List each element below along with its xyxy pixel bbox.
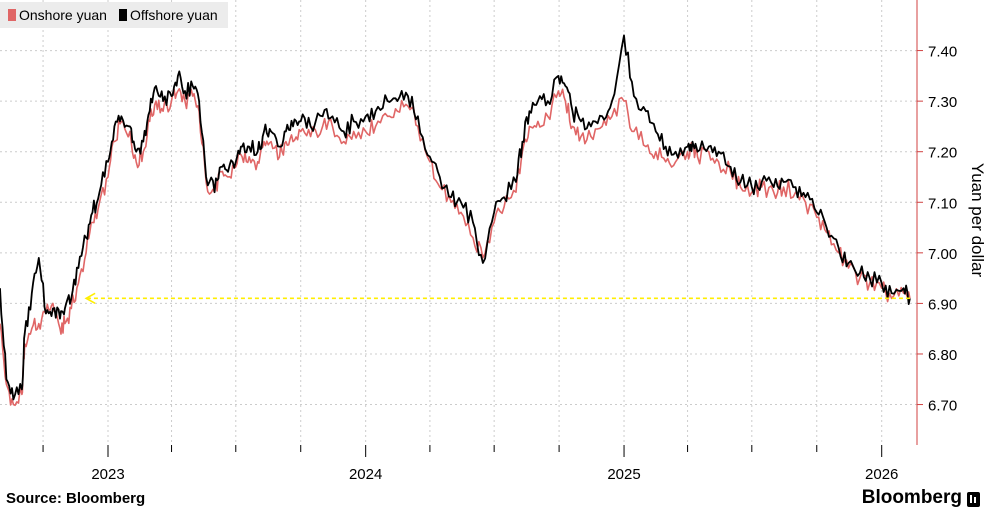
ytick-label: 7.40 [928, 44, 957, 61]
x-axis: 2023 2024 2025 2026 [42, 445, 898, 483]
legend-label-offshore: Offshore yuan [129, 7, 218, 23]
xtick-label: 2024 [349, 466, 382, 483]
reference-arrow-head [84, 292, 96, 305]
legend-label-onshore: Onshore yuan [19, 7, 107, 23]
series-lines [0, 34, 911, 407]
y-axis-title: Yuan per dollar [968, 163, 987, 278]
legend-item-offshore: Offshore yuan [118, 7, 218, 23]
source-note: Source: Bloomberg [6, 490, 146, 507]
annotations [84, 292, 910, 305]
brand-logo: Bloomberg [862, 487, 980, 509]
offshore-swatch [118, 9, 127, 21]
onshore-swatch [8, 9, 16, 21]
legend-item-onshore: Onshore yuan [8, 7, 107, 23]
series-line-offshore [0, 34, 911, 401]
ytick-label: 7.30 [928, 94, 957, 111]
ytick-label: 7.10 [928, 195, 957, 212]
ytick-label: 6.80 [928, 347, 957, 364]
xtick-label: 2023 [91, 466, 124, 483]
ytick-label: 7.00 [928, 246, 957, 263]
xtick-label: 2025 [607, 466, 640, 483]
brand-name: Bloomberg [861, 487, 962, 508]
series-line-onshore [0, 88, 911, 407]
legend: Onshore yuan Offshore yuan [0, 2, 228, 28]
ytick-label: 7.20 [928, 145, 957, 162]
bloomberg-terminal-icon [967, 491, 980, 507]
xtick-label: 2026 [865, 466, 898, 483]
ytick-label: 6.90 [928, 296, 957, 313]
y-axis: 6.70 6.80 6.90 7.00 7.10 7.20 7.30 7.40 [916, 0, 957, 445]
ytick-label: 6.70 [928, 398, 957, 415]
grid [0, 0, 917, 445]
